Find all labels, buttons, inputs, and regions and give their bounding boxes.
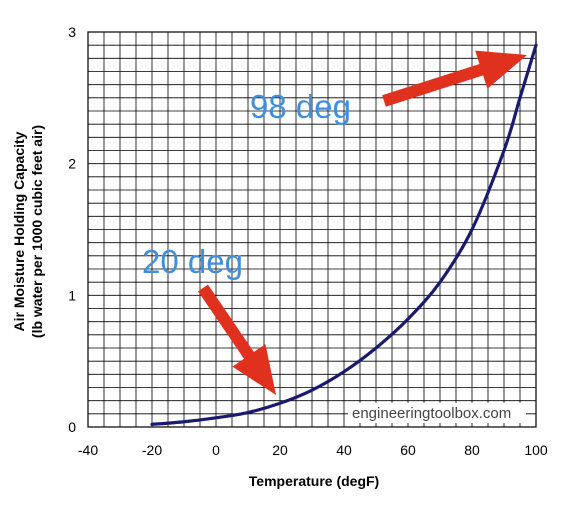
watermark-background [348, 403, 526, 423]
annotation-98-deg: 98 deg [250, 88, 351, 125]
annotation-20-deg: 20 deg [142, 243, 243, 280]
y-axis-label-line2: (lb water per 1000 cubic feet air) [29, 125, 45, 338]
y-tick-label: 3 [68, 24, 76, 40]
y-tick-label: 2 [68, 156, 76, 172]
y-axis-label: Air Moisture Holding Capacity (lb water … [11, 125, 45, 338]
x-axis-label: Temperature (degF) [249, 473, 379, 489]
x-tick-label: -20 [142, 442, 162, 458]
y-tick-label: 0 [68, 419, 76, 435]
x-tick-label: -40 [78, 442, 98, 458]
x-tick-label: 100 [524, 442, 548, 458]
annotation-arrow-98 [382, 50, 527, 107]
series-line [150, 43, 538, 426]
watermark: engineeringtoolbox.com [352, 405, 511, 422]
x-tick-label: 20 [272, 442, 288, 458]
plot-frame [87, 31, 537, 428]
x-tick-labels: -40 -20 0 20 40 60 80 100 [78, 442, 548, 458]
y-tick-labels: 0 1 2 3 [68, 24, 76, 435]
x-tick-label: 60 [400, 442, 416, 458]
annotation-arrow-20 [198, 284, 276, 395]
y-tick-label: 1 [68, 287, 76, 303]
x-tick-label: 80 [464, 442, 480, 458]
x-tick-label: 40 [336, 442, 352, 458]
x-tick-label: 0 [212, 442, 220, 458]
y-axis-label-line1: Air Moisture Holding Capacity [11, 131, 27, 331]
